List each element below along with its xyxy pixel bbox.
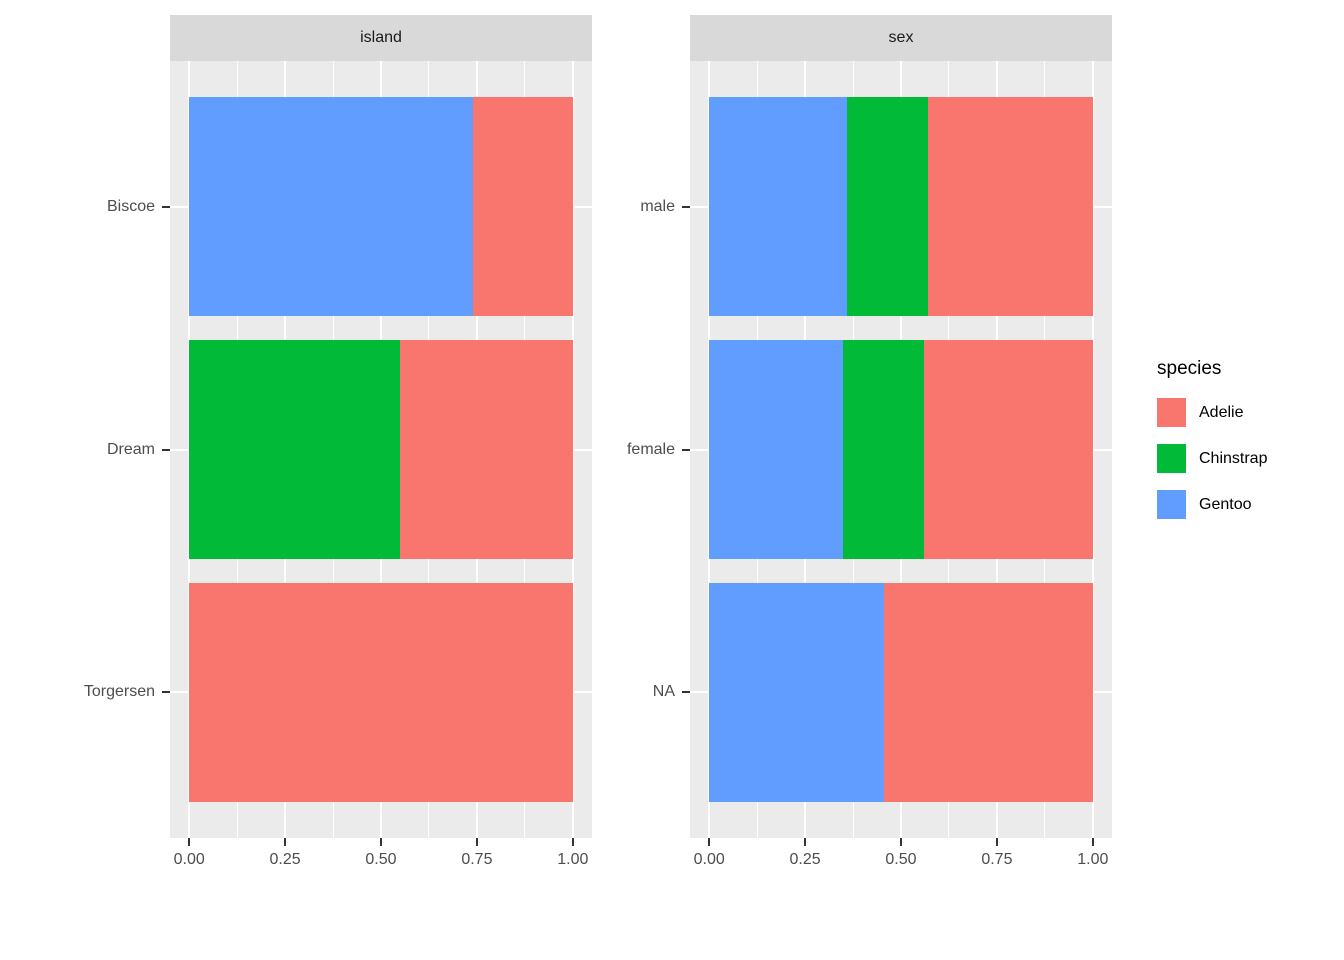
facet-strip-island: island	[170, 15, 592, 61]
x-axis-tick	[804, 838, 807, 846]
bar-segment-NA-Gentoo	[709, 583, 884, 802]
x-axis-label-0.25: 0.25	[789, 851, 821, 868]
legend: species Adelie Chinstrap Gentoo	[1157, 358, 1267, 536]
x-axis-tick	[1091, 838, 1094, 846]
x-axis-tick	[475, 838, 478, 846]
plot-panel-island	[170, 61, 592, 838]
bar-segment-male-Chinstrap	[847, 97, 928, 316]
y-axis-tick	[682, 691, 690, 694]
x-axis-label-0.50: 0.50	[365, 851, 397, 868]
y-axis-tick	[682, 448, 690, 451]
y-axis-tick	[162, 205, 170, 208]
legend-swatch-Adelie	[1157, 398, 1186, 427]
bar-segment-Biscoe-Adelie	[473, 97, 573, 316]
x-axis-label-0.75: 0.75	[981, 851, 1013, 868]
facet-strip-sex: sex	[690, 15, 1112, 61]
bar-segment-female-Gentoo	[709, 340, 844, 559]
bar-segment-NA-Adelie	[883, 583, 1093, 802]
bar-segment-Biscoe-Gentoo	[189, 97, 474, 316]
x-axis-label-1.00: 1.00	[557, 851, 589, 868]
x-axis-tick	[571, 838, 574, 846]
x-axis-label-0.50: 0.50	[885, 851, 917, 868]
y-axis-tick	[162, 691, 170, 694]
gridline-major	[571, 61, 574, 838]
x-axis-label-0.25: 0.25	[269, 851, 301, 868]
x-axis-label-1.00: 1.00	[1077, 851, 1109, 868]
legend-entry-Chinstrap: Chinstrap	[1157, 444, 1267, 473]
bar-segment-male-Gentoo	[709, 97, 848, 316]
gridline-major	[1091, 61, 1094, 838]
legend-swatch-Chinstrap	[1157, 444, 1186, 473]
bar-segment-female-Chinstrap	[843, 340, 924, 559]
plot-panel-sex	[690, 61, 1112, 838]
bar-segment-female-Adelie	[924, 340, 1093, 559]
x-axis-tick	[379, 838, 382, 846]
legend-entry-Gentoo: Gentoo	[1157, 490, 1267, 519]
y-axis-tick	[682, 205, 690, 208]
x-axis-label-0.00: 0.00	[173, 851, 205, 868]
x-axis-tick	[899, 838, 902, 846]
x-axis-tick	[188, 838, 191, 846]
x-axis-tick	[995, 838, 998, 846]
legend-label-Gentoo: Gentoo	[1199, 495, 1252, 513]
y-axis-label-Dream: Dream	[106, 440, 155, 458]
y-axis-label-Torgersen: Torgersen	[83, 683, 155, 701]
x-axis-tick	[284, 838, 287, 846]
legend-title: species	[1157, 358, 1222, 379]
x-axis-tick	[708, 838, 711, 846]
legend-entries: Adelie Chinstrap Gentoo	[1157, 398, 1267, 519]
x-axis-label-0.75: 0.75	[461, 851, 493, 868]
legend-swatch-Gentoo	[1157, 490, 1186, 519]
x-axis-label-0.00: 0.00	[693, 851, 725, 868]
legend-label-Chinstrap: Chinstrap	[1199, 449, 1268, 467]
bar-segment-Torgersen-Adelie	[189, 583, 573, 802]
bar-segment-male-Adelie	[927, 97, 1093, 316]
y-axis-label-female: female	[626, 440, 675, 458]
legend-entry-Adelie: Adelie	[1157, 398, 1267, 427]
bar-segment-Dream-Chinstrap	[189, 340, 401, 559]
y-axis-tick	[162, 448, 170, 451]
y-axis-label-male: male	[640, 197, 675, 215]
bar-segment-Dream-Adelie	[400, 340, 573, 559]
y-axis-label-Biscoe: Biscoe	[106, 197, 155, 215]
y-axis-label-NA: NA	[652, 683, 675, 701]
legend-label-Adelie: Adelie	[1199, 403, 1244, 421]
